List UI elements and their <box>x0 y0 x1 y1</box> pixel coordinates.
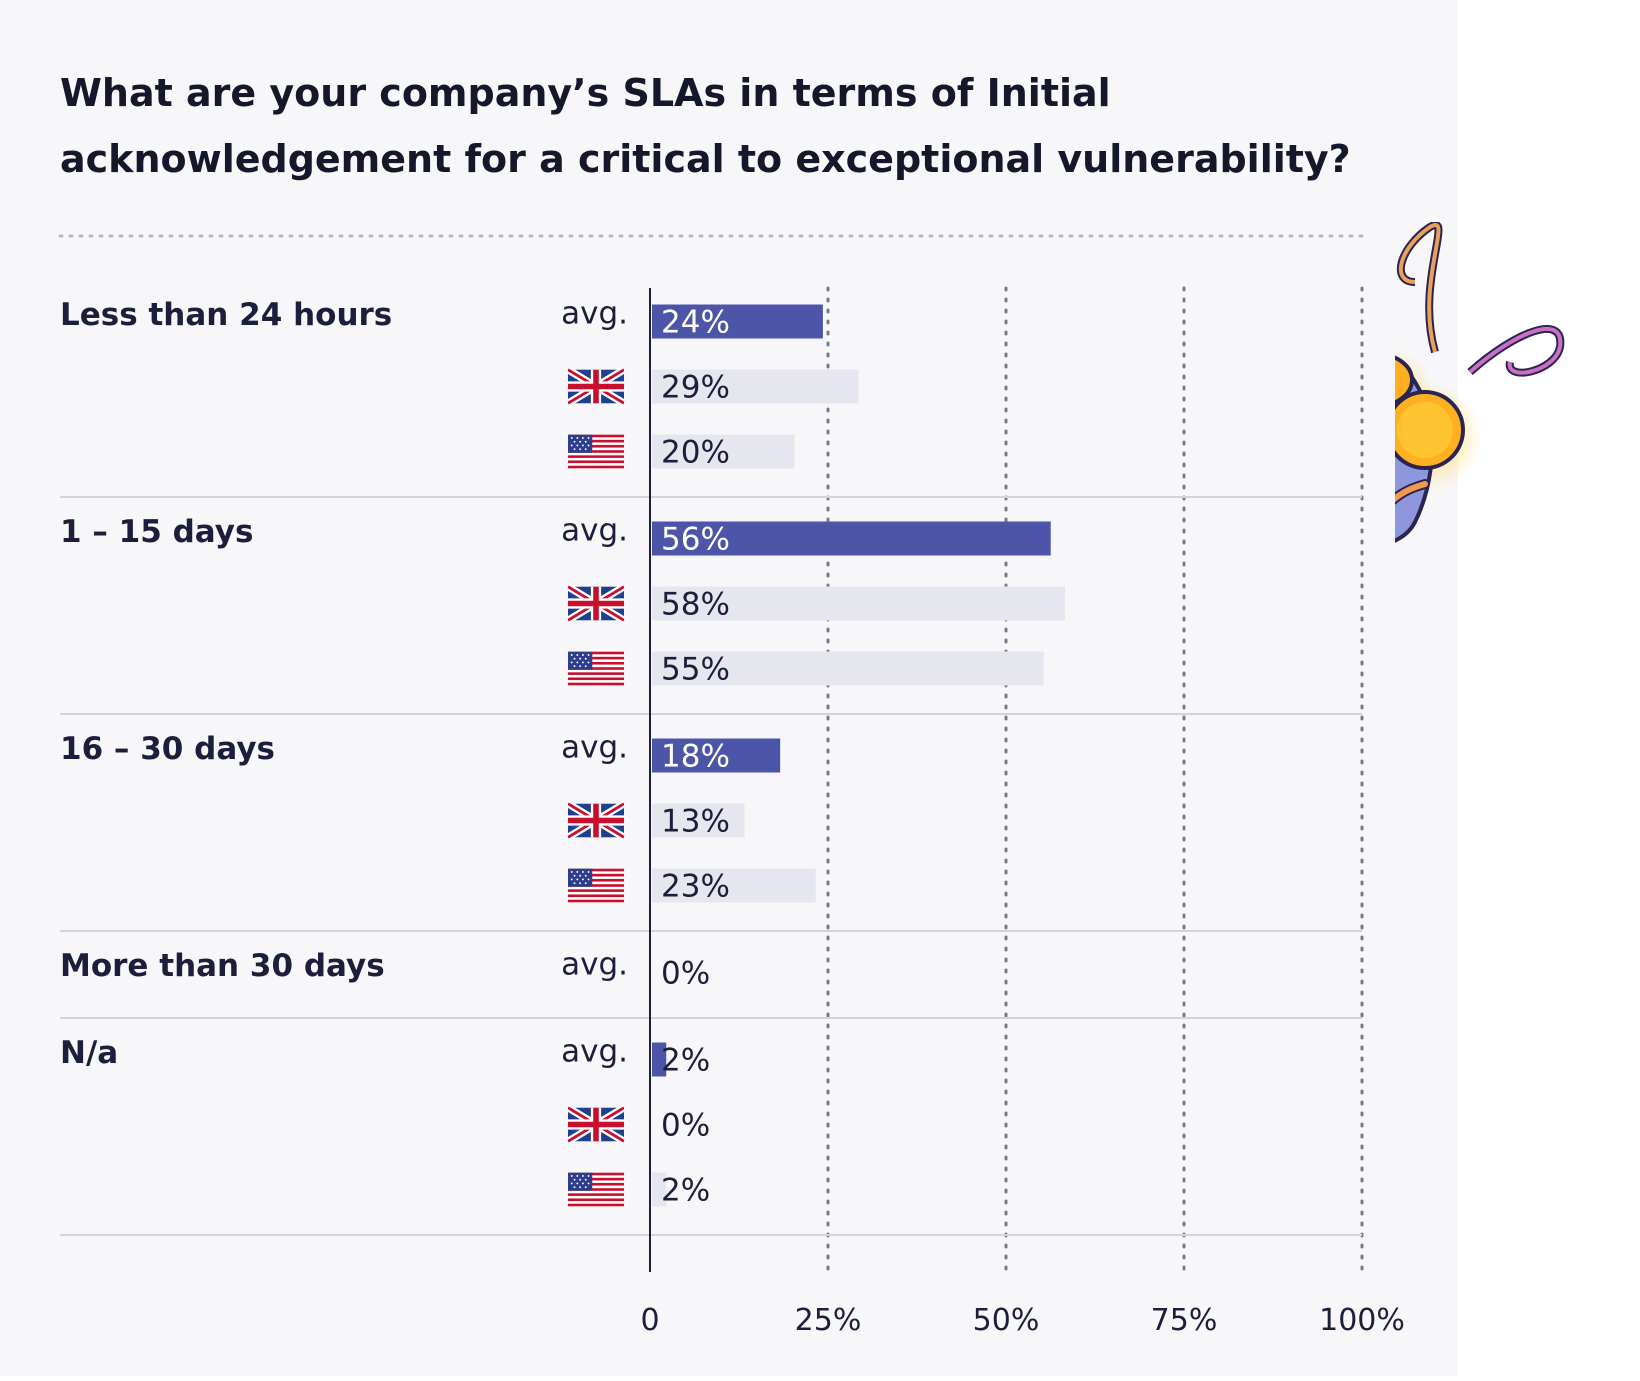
category-label: N/a <box>60 1035 118 1071</box>
group-separators <box>60 496 1362 1236</box>
row-label: avg. <box>561 947 628 983</box>
row-label: avg. <box>561 730 628 766</box>
chart-title: What are your company’s SLAs in terms of… <box>60 71 1351 181</box>
x-tick-label: 100% <box>1319 1303 1405 1338</box>
uk-bar <box>652 803 745 838</box>
labels: Less than 24 hours avg. 24% 29% 20% 1 – 15 da… <box>60 296 730 1209</box>
avg-bar <box>652 521 1051 556</box>
us-flag-icon <box>568 868 624 903</box>
category-label: Less than 24 hours <box>60 297 392 333</box>
value-label: 0% <box>661 1108 710 1144</box>
value-label: 0% <box>661 956 710 992</box>
avg-bar <box>652 738 781 773</box>
value-label: 55% <box>661 652 730 688</box>
x-tick-label: 75% <box>1151 1303 1218 1338</box>
row-label: avg. <box>561 1034 628 1070</box>
uk-bar <box>652 369 859 404</box>
value-label: 18% <box>661 739 730 775</box>
x-tick-label: 25% <box>795 1303 862 1338</box>
value-label: 29% <box>661 370 730 406</box>
value-label: 24% <box>661 305 730 341</box>
avg-bar <box>652 1042 667 1077</box>
category-label: 16 – 30 days <box>60 731 275 767</box>
value-label: 2% <box>661 1043 710 1079</box>
category-label: 1 – 15 days <box>60 514 253 550</box>
avg-bar <box>652 304 823 339</box>
uk-bar <box>652 586 1065 621</box>
value-label: 20% <box>661 435 730 471</box>
us-flag-icon <box>568 1172 624 1207</box>
x-axis-ticks: 0 25% 50% 75% 100% <box>640 1303 1404 1338</box>
uk-flag-icon <box>568 587 624 621</box>
value-label: 13% <box>661 804 730 840</box>
us-flag-icon <box>568 434 624 469</box>
value-label: 56% <box>661 522 730 558</box>
chart-panel <box>0 0 1458 1376</box>
us-bar <box>652 868 816 903</box>
row-label: avg. <box>561 513 628 549</box>
us-bar <box>652 434 795 469</box>
uk-flag-icon <box>568 370 624 404</box>
category-label: More than 30 days <box>60 948 385 984</box>
bars <box>652 304 1065 1207</box>
x-tick-label: 0 <box>640 1303 659 1338</box>
grid-lines <box>826 286 1364 1274</box>
row-label: avg. <box>561 296 628 332</box>
bar-chart: Less than 24 hours avg. 24% 29% 20% 1 – 15 da… <box>58 234 1405 1338</box>
x-tick-label: 50% <box>973 1303 1040 1338</box>
us-bar <box>652 1172 667 1207</box>
uk-flag-icon <box>568 804 624 838</box>
bee-mascot-icon <box>1395 222 1565 543</box>
uk-flag-icon <box>568 1108 624 1142</box>
value-label: 2% <box>661 1173 710 1209</box>
us-flag-icon <box>568 651 624 686</box>
value-label: 58% <box>661 587 730 623</box>
us-bar <box>652 651 1044 686</box>
value-label: 23% <box>661 869 730 905</box>
